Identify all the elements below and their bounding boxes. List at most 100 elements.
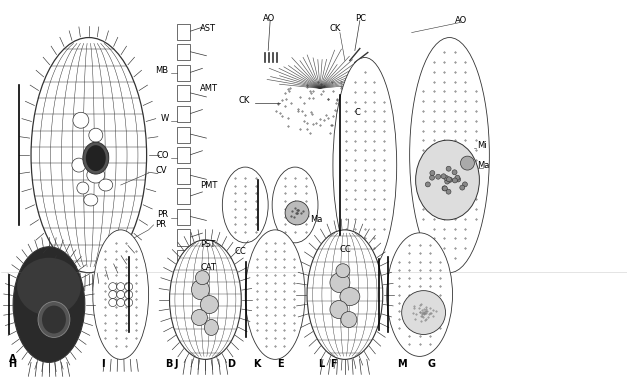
Text: PST: PST [200,240,216,249]
Ellipse shape [452,178,457,183]
Text: PC: PC [355,14,366,23]
Text: G: G [428,359,436,369]
Bar [176,147,190,163]
Ellipse shape [86,145,106,171]
Ellipse shape [83,142,109,174]
Ellipse shape [456,177,461,182]
Bar [176,229,190,246]
Ellipse shape [31,38,146,273]
Ellipse shape [99,179,113,191]
Text: MB: MB [155,66,168,75]
Ellipse shape [452,170,457,175]
Text: AMT: AMT [200,84,219,93]
Ellipse shape [446,166,451,171]
Bar [176,168,190,184]
Text: J: J [175,359,178,369]
Text: CAT: CAT [200,263,217,272]
Ellipse shape [13,247,85,362]
Text: CC: CC [234,247,246,256]
Ellipse shape [442,186,447,191]
Bar [176,24,190,40]
Ellipse shape [93,148,109,162]
Text: K: K [253,359,261,369]
Text: CK: CK [330,24,341,33]
Text: CC: CC [340,245,352,254]
Ellipse shape [448,177,453,182]
Ellipse shape [17,258,81,315]
Ellipse shape [73,112,89,128]
Text: C: C [355,108,360,117]
Ellipse shape [246,230,305,359]
Text: I: I [100,359,104,369]
Bar [176,85,190,101]
Ellipse shape [416,140,479,220]
Ellipse shape [387,233,453,356]
Text: Mi: Mi [477,141,487,150]
Text: L: L [318,359,324,369]
Text: AO: AO [455,16,467,25]
Ellipse shape [200,296,219,314]
Ellipse shape [447,177,452,182]
Ellipse shape [430,171,435,176]
Ellipse shape [93,230,149,359]
Bar [176,44,190,60]
Ellipse shape [204,320,219,335]
Ellipse shape [341,312,357,328]
Text: AST: AST [200,24,217,33]
Ellipse shape [77,182,89,194]
Ellipse shape [442,186,447,191]
Ellipse shape [272,167,318,243]
Ellipse shape [195,271,209,285]
Text: PR: PR [156,220,166,229]
Bar [176,126,190,142]
Ellipse shape [445,179,450,184]
Ellipse shape [436,174,441,179]
Ellipse shape [72,158,86,172]
Ellipse shape [462,182,467,187]
Ellipse shape [330,301,348,319]
Text: Ma: Ma [477,161,490,170]
Ellipse shape [42,306,66,333]
Text: M: M [397,359,406,369]
Ellipse shape [460,185,465,190]
Ellipse shape [87,167,105,183]
Ellipse shape [446,189,451,194]
Text: CV: CV [156,166,167,174]
Text: E: E [277,359,284,369]
Text: CO: CO [156,150,168,160]
Ellipse shape [340,288,360,306]
Text: W: W [160,114,168,123]
Ellipse shape [333,58,397,273]
Ellipse shape [170,240,241,359]
Ellipse shape [330,273,350,293]
Text: PMT: PMT [200,181,218,189]
Bar [176,271,190,287]
Ellipse shape [89,128,103,142]
Text: Ma: Ma [310,215,322,224]
Ellipse shape [192,280,209,299]
Text: F: F [330,359,337,369]
Ellipse shape [445,177,450,182]
Ellipse shape [455,175,460,180]
Ellipse shape [409,38,489,273]
Ellipse shape [460,156,474,170]
Ellipse shape [402,291,445,335]
Text: A: A [9,354,16,364]
Text: CK: CK [238,96,250,105]
Text: B: B [166,359,173,369]
Bar [176,106,190,122]
Ellipse shape [307,230,382,359]
Bar [176,209,190,225]
Ellipse shape [38,302,70,338]
Ellipse shape [192,310,207,325]
Text: H: H [8,359,16,369]
Text: D: D [227,359,236,369]
Ellipse shape [336,264,350,278]
Ellipse shape [430,175,435,180]
Bar [176,65,190,81]
Ellipse shape [84,194,98,206]
Ellipse shape [441,174,446,179]
Text: PR: PR [158,210,168,219]
Bar [176,250,190,266]
Ellipse shape [443,176,448,181]
